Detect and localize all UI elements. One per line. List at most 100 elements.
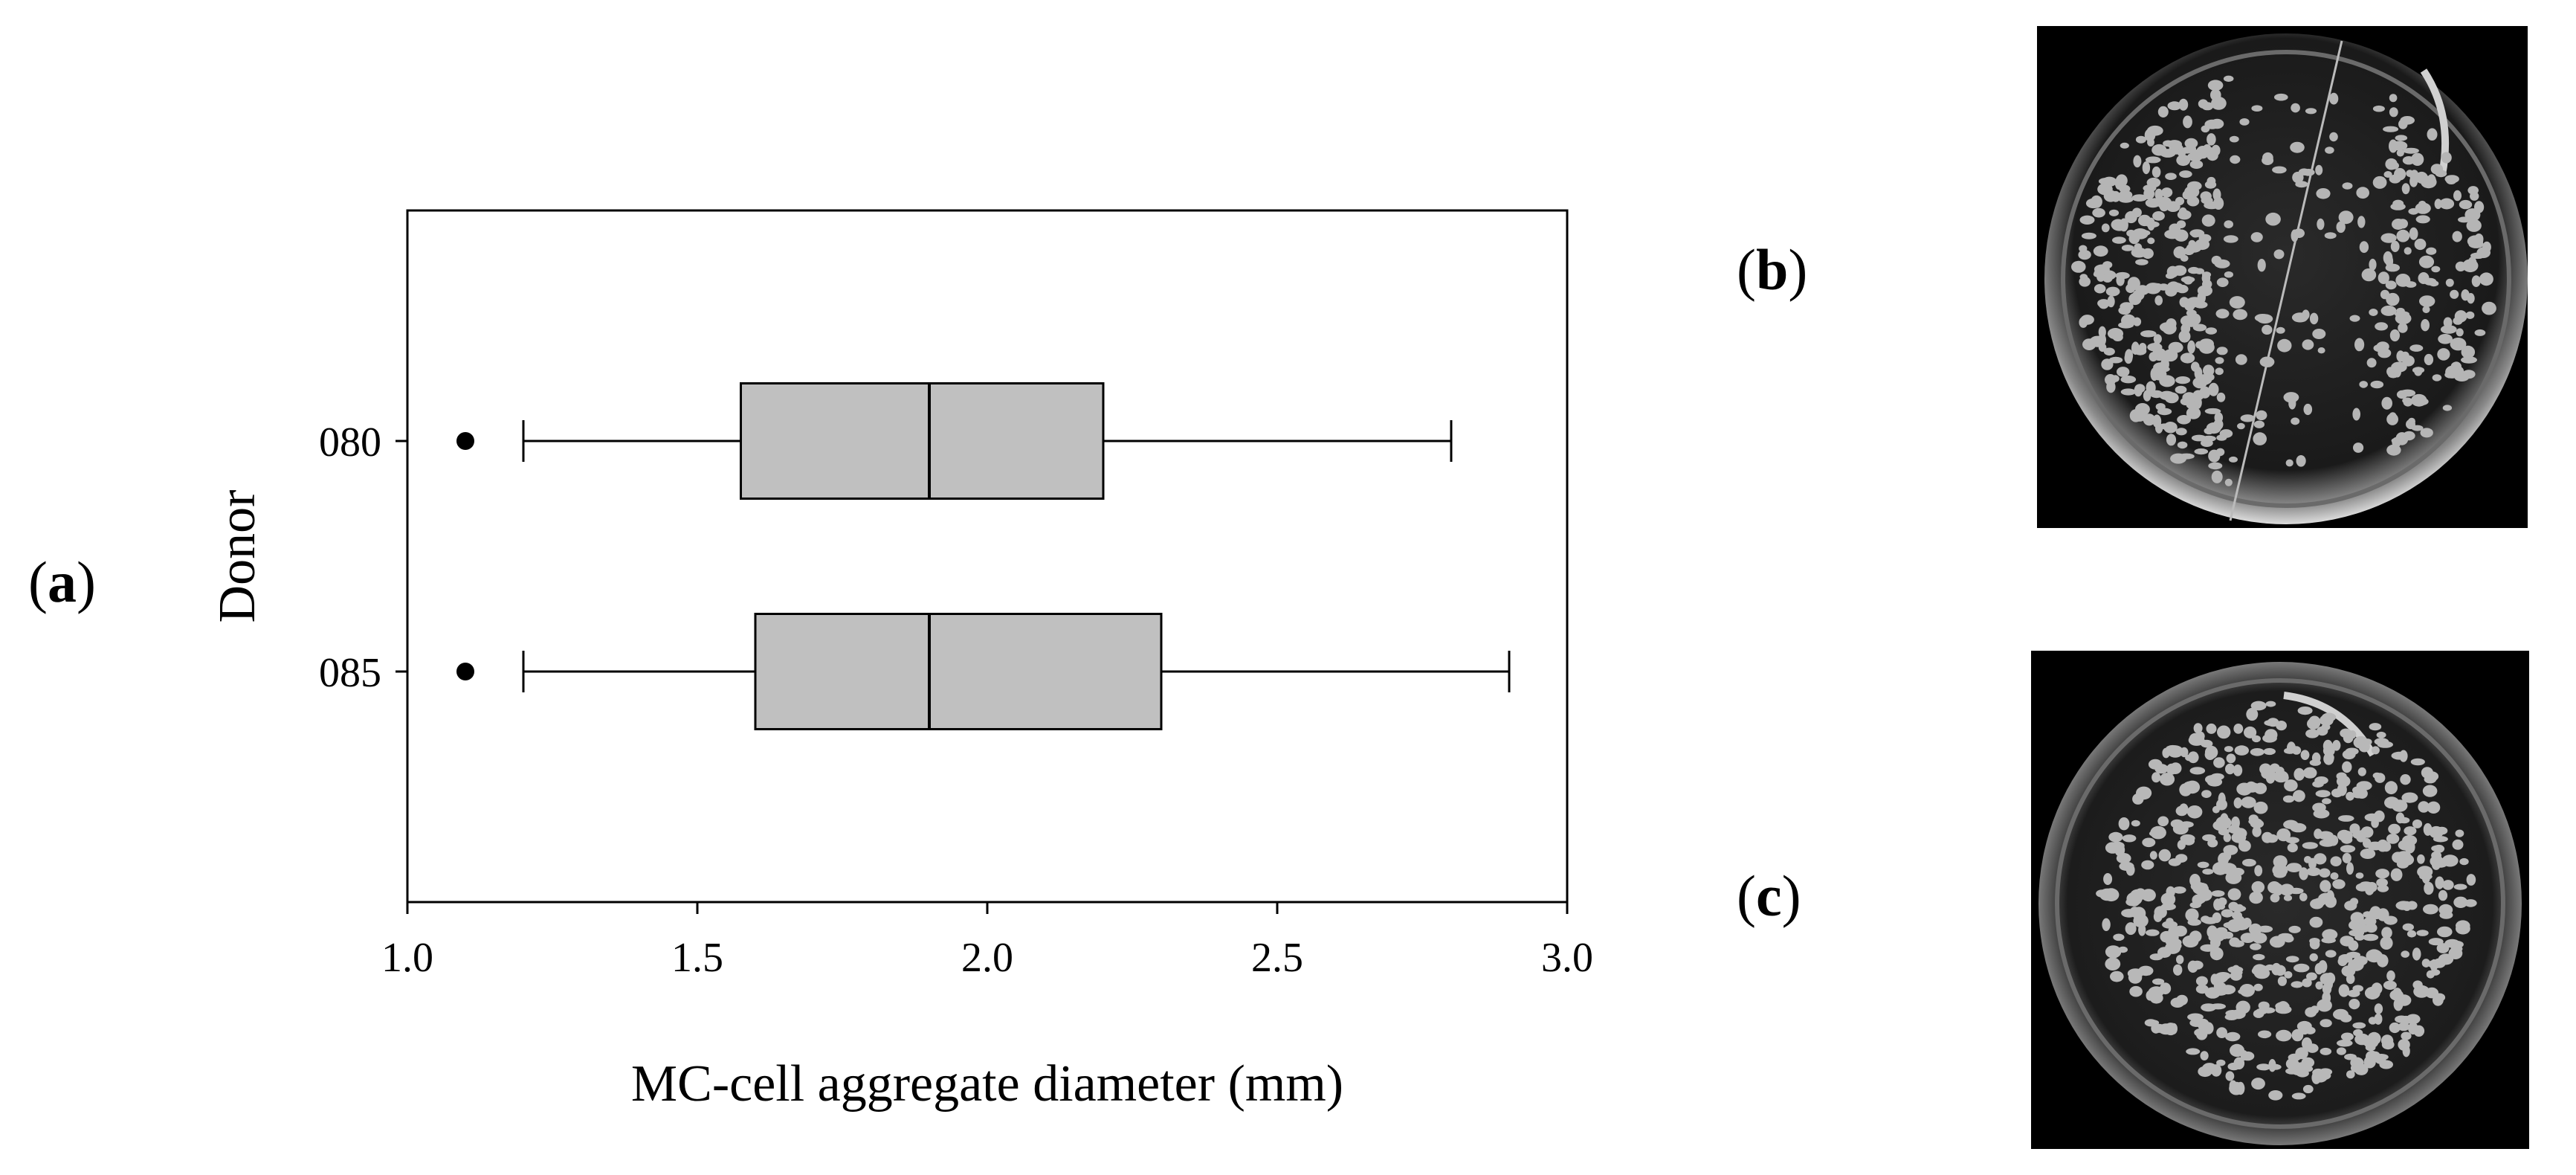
aggregate-dot: [2134, 403, 2150, 416]
aggregate-dot: [2315, 790, 2331, 798]
aggregate-dot: [2346, 1070, 2355, 1079]
aggregate-dot: [2165, 173, 2177, 180]
aggregate-dot: [2389, 329, 2400, 342]
aggregate-dot: [2253, 420, 2265, 428]
aggregate-dot: [2330, 856, 2342, 866]
aggregate-dot: [2322, 712, 2337, 722]
aggregate-dot: [2200, 191, 2212, 202]
aggregate-dot: [2297, 706, 2313, 715]
aggregate-dot: [2349, 929, 2365, 937]
aggregate-dot: [2134, 384, 2146, 393]
aggregate-dot: [2241, 1051, 2255, 1061]
aggregate-dot: [2383, 126, 2399, 132]
aggregate-dot: [2431, 265, 2441, 273]
aggregate-dot: [2159, 773, 2175, 786]
aggregate-dot: [2211, 255, 2222, 265]
aggregate-dot: [2134, 888, 2146, 898]
aggregate-dot: [2377, 908, 2389, 921]
aggregate-dot: [2173, 964, 2183, 976]
aggregate-dot: [2291, 103, 2300, 113]
aggregate-dot: [2403, 431, 2415, 441]
aggregate-dot: [2116, 274, 2125, 286]
aggregate-dot: [2151, 166, 2161, 178]
aggregate-dot: [2198, 1018, 2209, 1031]
aggregate-dot: [2420, 428, 2433, 438]
aggregate-dot: [2262, 152, 2273, 164]
aggregate-dot: [2203, 364, 2215, 377]
aggregate-dot: [2377, 954, 2389, 968]
aggregate-dot: [2120, 376, 2137, 384]
aggregate-dot: [2119, 184, 2131, 193]
aggregate-dot: [2337, 783, 2347, 796]
aggregate-dot: [2412, 980, 2423, 990]
aggregate-dot: [2102, 918, 2111, 931]
aggregate-dot: [2230, 867, 2244, 876]
aggregate-dot: [2263, 361, 2273, 367]
aggregate-dot: [2105, 957, 2121, 970]
aggregate-dot: [2380, 936, 2393, 950]
aggregate-dot: [2170, 453, 2187, 464]
aggregate-dot: [2125, 922, 2137, 936]
aggregate-dot: [2355, 872, 2364, 879]
aggregate-dot: [2099, 889, 2115, 901]
aggregate-dot: [2328, 834, 2339, 846]
aggregate-dot: [2223, 75, 2234, 83]
aggregate-dot: [2401, 950, 2409, 958]
aggregate-dot: [2285, 1068, 2299, 1075]
aggregate-dot: [2231, 831, 2247, 843]
aggregate-dot: [2322, 739, 2333, 753]
aggregate-dot: [2225, 763, 2236, 775]
aggregate-dot: [2400, 774, 2411, 785]
aggregate-dot: [2406, 901, 2418, 910]
aggregate-dot: [2151, 144, 2167, 156]
aggregate-dot: [2146, 221, 2160, 228]
aggregate-dot: [2293, 963, 2310, 973]
aggregate-dot: [2296, 455, 2306, 467]
aggregate-dot: [2377, 884, 2389, 892]
aggregate-dot: [2201, 125, 2210, 133]
aggregate-dot: [2300, 750, 2310, 760]
aggregate-dot: [2375, 869, 2389, 879]
aggregate-dot: [2421, 319, 2430, 332]
aggregate-dot: [2374, 810, 2385, 822]
x-tick-label: 3.0: [1541, 935, 1593, 981]
aggregate-dot: [2142, 161, 2151, 175]
aggregate-dot: [2118, 817, 2130, 831]
aggregate-dot: [2251, 881, 2265, 894]
aggregate-dot: [2192, 150, 2201, 163]
aggregate-dot: [2482, 301, 2496, 315]
aggregate-dot: [2252, 826, 2262, 837]
aggregate-dot: [2346, 973, 2355, 985]
aggregate-dot: [2423, 904, 2438, 915]
outlier-point: [456, 663, 474, 680]
aggregate-dot: [2367, 841, 2383, 851]
aggregate-dot: [2183, 837, 2195, 846]
aggregate-dot: [2169, 223, 2180, 234]
aggregate-dot: [2338, 210, 2354, 225]
aggregate-dot: [2406, 1014, 2421, 1025]
aggregate-dot: [2195, 985, 2209, 994]
aggregate-dot: [2122, 834, 2137, 843]
aggregate-dot: [2436, 943, 2450, 953]
aggregate-dot: [2173, 246, 2186, 259]
aggregate-dot: [2348, 959, 2364, 971]
aggregate-dot: [2166, 434, 2177, 446]
aggregate-dot: [2302, 767, 2317, 779]
aggregate-dot: [2208, 462, 2223, 470]
aggregate-dot: [2394, 167, 2406, 181]
aggregate-dot: [2356, 187, 2369, 199]
aggregate-dot: [2201, 214, 2215, 227]
box-085: [754, 613, 1163, 730]
aggregate-dot: [2201, 439, 2213, 447]
aggregate-dot: [2342, 750, 2356, 760]
aggregate-dot: [2228, 825, 2241, 834]
aggregate-dot: [2223, 235, 2238, 243]
aggregate-dot: [2470, 252, 2485, 260]
aggregate-dot: [2225, 1071, 2235, 1081]
aggregate-dot: [2453, 883, 2467, 890]
aggregate-dot: [2409, 344, 2424, 352]
aggregate-dot: [2078, 250, 2091, 260]
aggregate-dot: [2135, 135, 2146, 144]
aggregate-dot: [2133, 155, 2142, 168]
aggregate-dot: [2282, 795, 2295, 803]
